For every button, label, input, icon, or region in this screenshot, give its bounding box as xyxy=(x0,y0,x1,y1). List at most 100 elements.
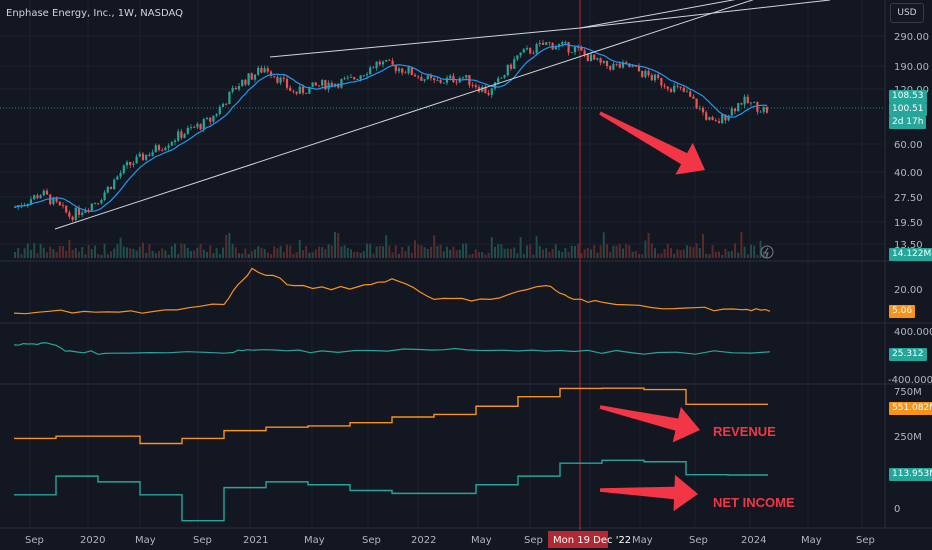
price-axis[interactable]: 290.00 190.00 120.00 60.00 40.00 27.50 1… xyxy=(894,32,929,251)
volume-bar xyxy=(503,248,506,258)
volume-bar xyxy=(132,248,135,258)
volume-bar xyxy=(430,246,432,258)
volume-bar xyxy=(478,252,480,258)
candle-body xyxy=(381,61,385,65)
volume-bar xyxy=(382,246,384,258)
lightning-icon[interactable] xyxy=(760,245,774,259)
candle-body xyxy=(154,145,157,153)
candle-body xyxy=(721,114,724,123)
volume-bar xyxy=(81,247,84,258)
crosshair-date-box xyxy=(548,531,608,548)
volume-bar xyxy=(602,232,605,258)
revenue-axis-tick: 750M xyxy=(894,387,922,398)
volume-bar xyxy=(676,249,679,258)
candle-body xyxy=(753,102,756,103)
candle-body xyxy=(365,74,369,76)
candle-body xyxy=(276,76,279,83)
volume-bar xyxy=(228,232,231,258)
volume-bar xyxy=(116,244,119,258)
volume-bar xyxy=(314,249,317,258)
candle-body xyxy=(346,77,349,79)
price-tick: 190.00 xyxy=(894,62,929,73)
volume-bar xyxy=(151,250,154,258)
volume-bar xyxy=(487,252,490,258)
volume-bar xyxy=(270,254,272,258)
volume-bar xyxy=(673,253,676,258)
annotation-arrow xyxy=(599,111,705,175)
time-tick: May xyxy=(471,535,492,546)
candle-body xyxy=(455,82,458,83)
candle-body xyxy=(410,67,413,75)
candle-body xyxy=(337,83,340,88)
volume-bar xyxy=(558,250,560,258)
volume-bar xyxy=(663,249,666,258)
volume-bar xyxy=(94,245,96,258)
candle-body xyxy=(548,42,551,44)
candle-body xyxy=(113,179,116,189)
volume-bar xyxy=(554,244,557,258)
candle-body xyxy=(449,75,452,78)
volume-bar xyxy=(209,245,212,258)
volume-bar xyxy=(615,245,618,258)
volume-bar xyxy=(654,248,656,258)
volume-bar xyxy=(391,252,394,258)
candle-body xyxy=(490,88,493,95)
volume-bar xyxy=(346,247,349,258)
candle-body xyxy=(125,161,129,166)
volume-bar xyxy=(650,243,653,258)
volume-bar xyxy=(276,248,279,258)
candle-body xyxy=(618,63,621,68)
candle-body xyxy=(282,77,285,79)
candle-body xyxy=(279,77,282,83)
volume-bar xyxy=(567,252,570,258)
volume-bar xyxy=(26,243,29,258)
volume-bar xyxy=(689,246,692,258)
volume-bar xyxy=(110,251,112,258)
volume-bar xyxy=(759,240,762,258)
candle-body xyxy=(39,195,42,199)
volume-bar xyxy=(708,254,711,258)
net-income-annotation: NET INCOME xyxy=(713,495,795,510)
candle-body xyxy=(193,127,196,129)
candle-body xyxy=(737,103,740,112)
volume-bar xyxy=(359,252,362,258)
candle-body xyxy=(189,127,193,129)
trend-lines[interactable] xyxy=(54,0,932,230)
candle-body xyxy=(461,77,465,79)
volume-bar xyxy=(241,253,244,258)
candle-body xyxy=(289,87,292,91)
volume-bar xyxy=(212,253,215,258)
net-income-line xyxy=(14,459,768,522)
candle-body xyxy=(634,66,637,67)
candle-body xyxy=(285,78,289,88)
volume-bar xyxy=(730,250,733,258)
price-tick: 290.00 xyxy=(894,32,929,43)
volume-bar xyxy=(33,243,36,258)
revenue-line xyxy=(14,387,768,445)
volume-bar xyxy=(596,252,599,258)
candle-body xyxy=(602,60,605,63)
volume-badge: 14.122M xyxy=(889,248,932,261)
time-tick: May xyxy=(135,535,156,546)
volume-bar xyxy=(743,246,746,258)
time-tick: 2022 xyxy=(411,535,436,546)
candle-body xyxy=(273,75,276,77)
candle-body xyxy=(401,68,404,73)
volume-bar xyxy=(734,243,736,258)
trend-line xyxy=(579,0,736,29)
candle-body xyxy=(186,127,189,134)
volume-bar xyxy=(583,249,586,258)
volume-bar xyxy=(20,254,23,258)
time-axis[interactable]: Sep 2020 May Sep 2021 May Sep 2022 May S… xyxy=(25,535,875,546)
volume-bar xyxy=(42,247,45,258)
volume-bar xyxy=(545,248,548,258)
currency-button[interactable]: USD xyxy=(890,3,924,23)
volume-bar xyxy=(222,247,224,258)
volume-bar xyxy=(660,253,663,258)
volume-bar xyxy=(138,246,141,258)
volume-bar xyxy=(193,250,196,258)
pe-ratio-line xyxy=(13,267,771,315)
candle-body xyxy=(266,68,269,72)
volume-bar xyxy=(14,252,16,258)
